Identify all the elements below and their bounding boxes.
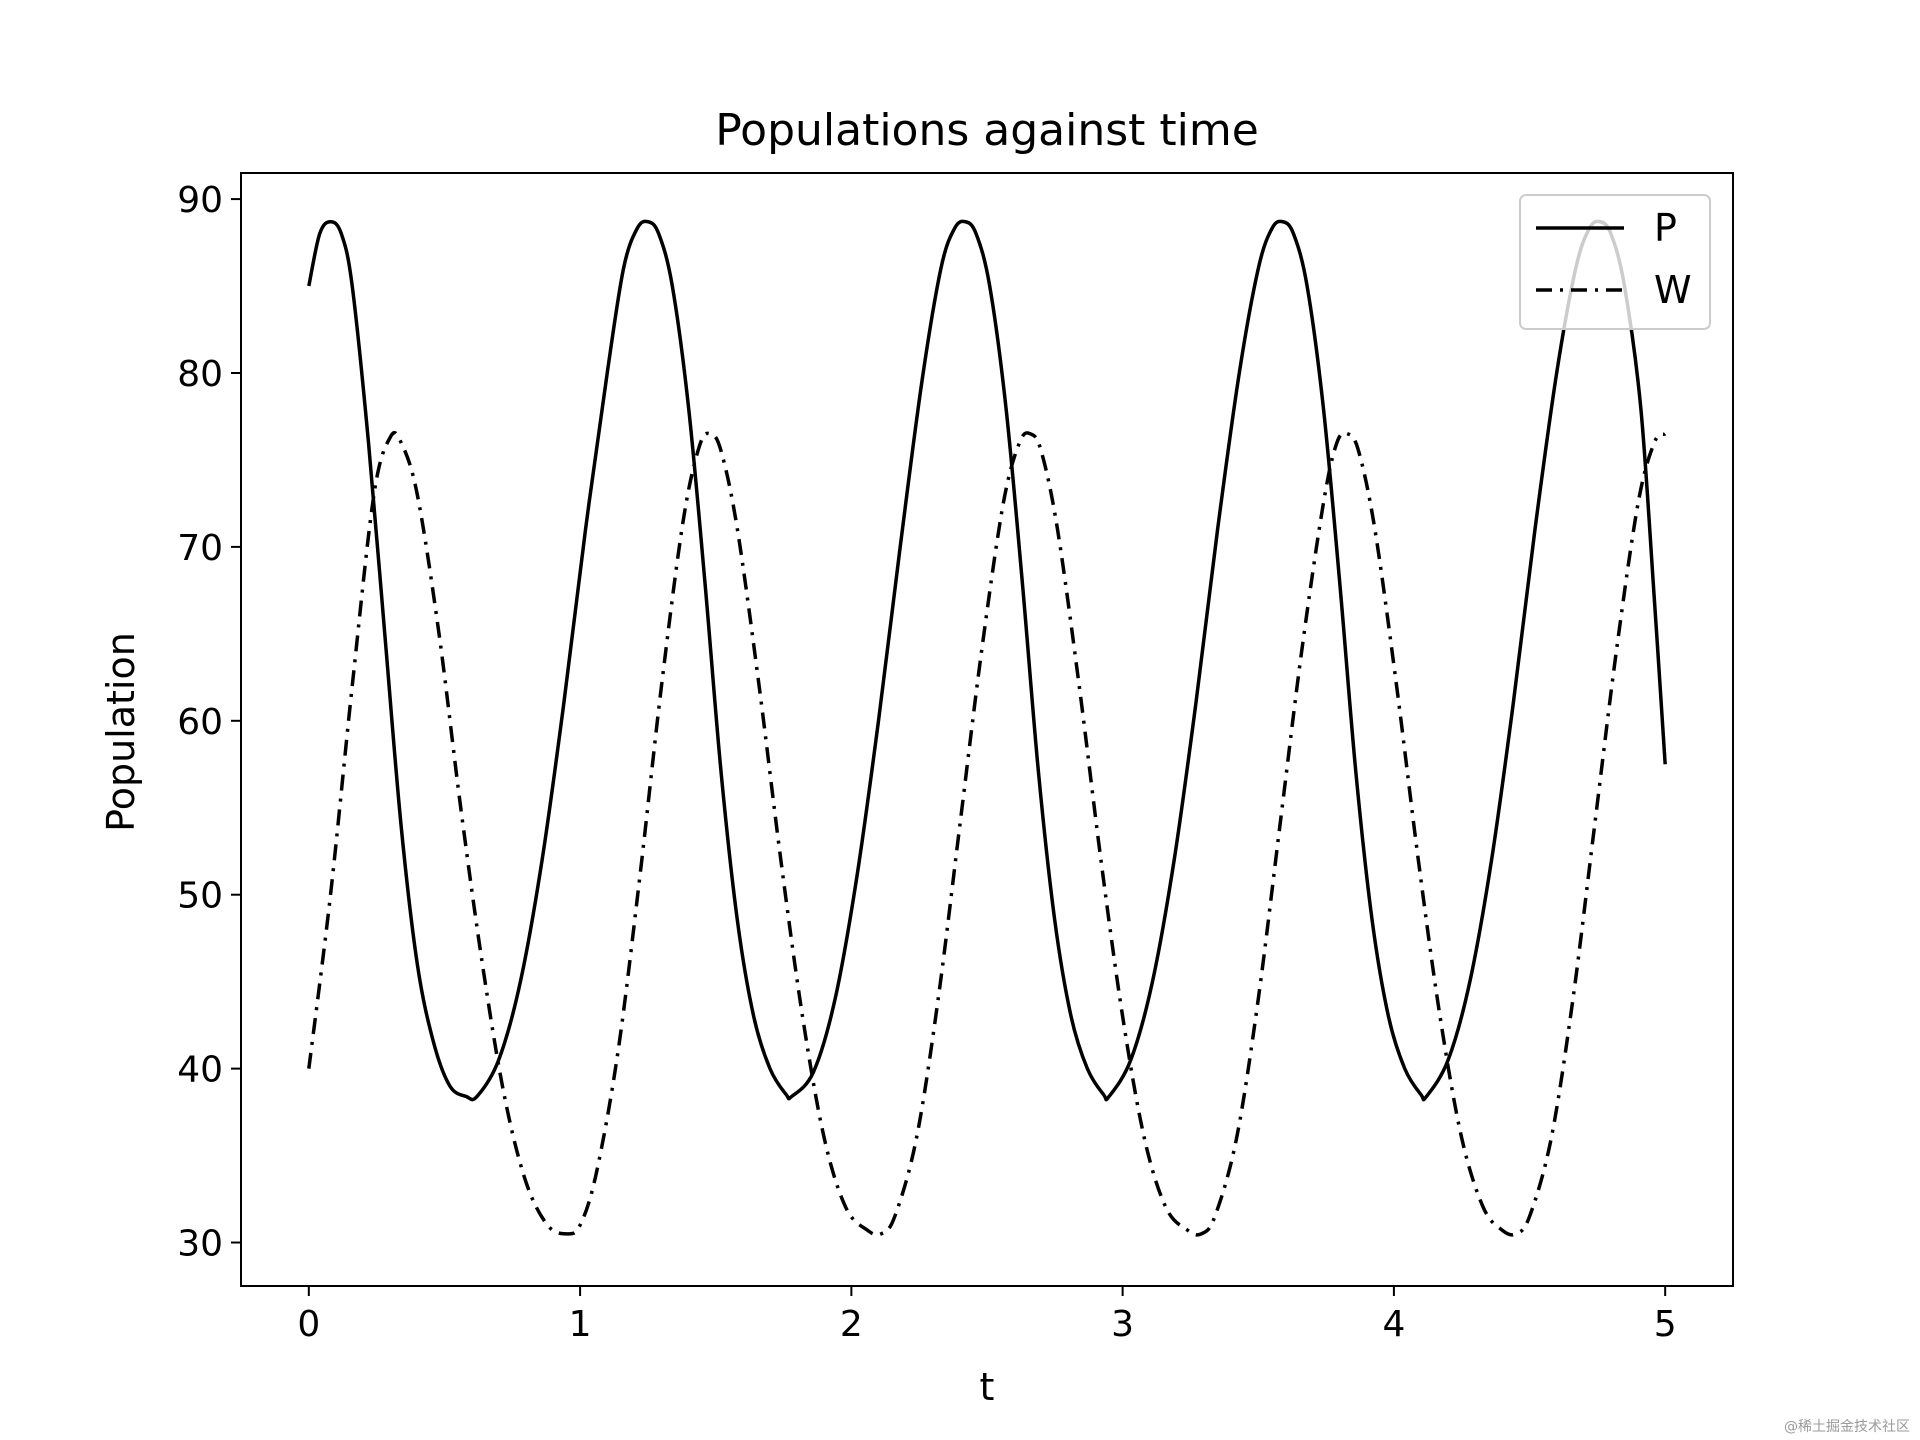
legend-label-w: W xyxy=(1654,268,1692,312)
x-tick-label: 5 xyxy=(1654,1304,1677,1345)
y-tick-label: 80 xyxy=(177,354,223,395)
chart-title: Populations against time xyxy=(715,105,1259,156)
x-tick-label: 2 xyxy=(840,1304,863,1345)
y-axis-label: Population xyxy=(99,632,143,832)
watermark-text: @稀土掘金技术社区 xyxy=(1784,1419,1910,1435)
plot-frame xyxy=(240,172,1734,1287)
x-tick-label: 1 xyxy=(569,1304,592,1345)
legend-label-p: P xyxy=(1654,206,1677,250)
legend: PW xyxy=(1519,194,1711,330)
y-tick-label: 70 xyxy=(177,528,223,569)
y-tick-label: 30 xyxy=(177,1224,223,1265)
x-tick-label: 3 xyxy=(1111,1304,1134,1345)
x-tick-label: 0 xyxy=(297,1304,320,1345)
y-tick-label: 90 xyxy=(177,180,223,221)
y-tick-label: 50 xyxy=(177,876,223,917)
series-line-p xyxy=(307,219,1667,1102)
y-tick-label: 60 xyxy=(177,702,223,743)
x-tick-label: 4 xyxy=(1382,1304,1405,1345)
x-axis-label: t xyxy=(980,1365,995,1409)
series-line-w xyxy=(307,430,1667,1237)
y-tick-label: 40 xyxy=(177,1050,223,1091)
